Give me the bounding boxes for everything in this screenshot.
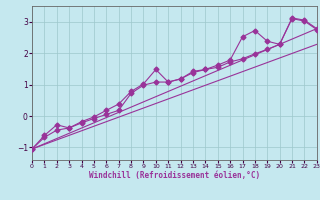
X-axis label: Windchill (Refroidissement éolien,°C): Windchill (Refroidissement éolien,°C) xyxy=(89,171,260,180)
